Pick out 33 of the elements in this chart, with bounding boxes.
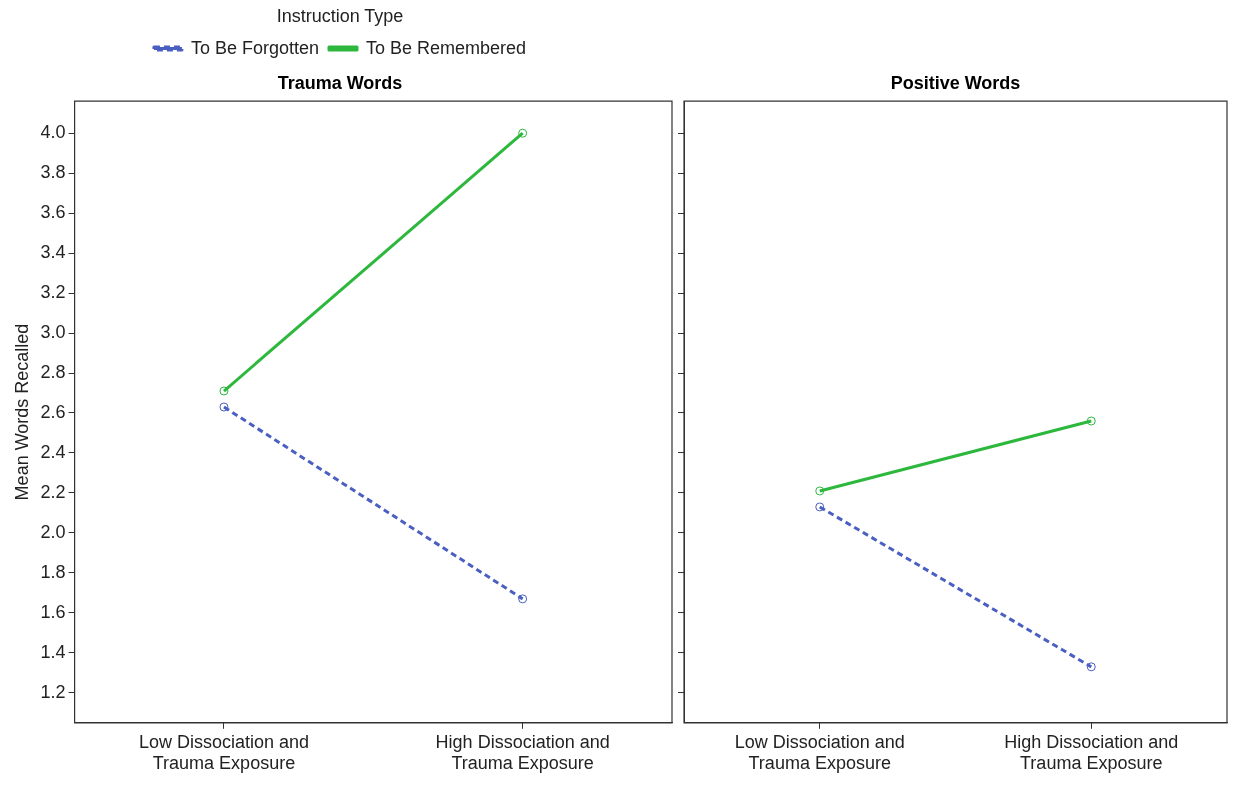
y-tick-label: 2.4 <box>40 441 66 462</box>
y-tick-label: 1.8 <box>40 561 66 582</box>
point <box>815 502 825 512</box>
point <box>219 386 229 396</box>
point <box>518 128 528 138</box>
x-tick-label: Low Dissociation and Trauma Exposure <box>138 731 310 774</box>
legend-label: To Be Remembered <box>366 37 527 58</box>
point <box>815 486 825 496</box>
point <box>518 594 528 604</box>
y-tick-label: 3.2 <box>40 282 66 303</box>
point <box>1086 416 1096 426</box>
y-tick-label: 4.0 <box>40 122 66 143</box>
y-tick-label: 3.0 <box>40 322 66 343</box>
x-tick-label: Low Dissociation and Trauma Exposure <box>734 731 905 774</box>
y-axis-title: Mean Words Recalled <box>11 323 32 501</box>
y-tick-label: 1.2 <box>40 681 66 702</box>
y-tick-label: 2.6 <box>40 401 66 422</box>
x-tick-label: High Dissociation and Trauma Exposure <box>1004 731 1179 774</box>
y-tick-label: 1.4 <box>40 641 66 662</box>
y-tick-label: 3.4 <box>40 242 66 263</box>
y-tick-label: 3.8 <box>40 162 66 183</box>
y-tick-label: 1.6 <box>40 601 66 622</box>
x-tick-label: High Dissociation and Trauma Exposure <box>435 731 610 774</box>
legend-title: Instruction Type <box>276 5 404 26</box>
y-tick-label: 3.6 <box>40 202 66 223</box>
chart-title: Trauma Words <box>277 73 403 94</box>
y-tick-label: 2.0 <box>40 521 66 542</box>
legend-label: To Be Forgotten <box>190 37 319 58</box>
point <box>219 402 229 412</box>
y-tick-label: 2.8 <box>40 361 66 382</box>
point <box>1086 662 1096 672</box>
chart-title: Positive Words <box>890 73 1021 94</box>
y-tick-label: 2.2 <box>40 481 66 502</box>
